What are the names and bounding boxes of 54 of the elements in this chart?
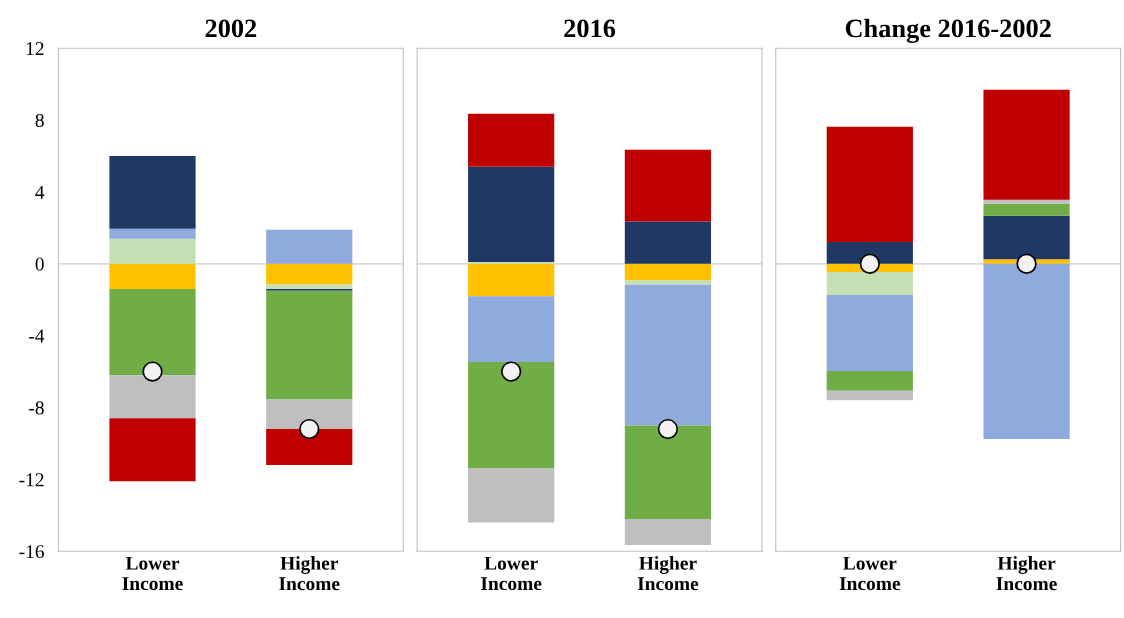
chart-title: 2002 xyxy=(205,19,257,38)
bar xyxy=(468,296,555,362)
y-tick-label: -12 xyxy=(19,473,44,487)
chart-title: Change 2016-2002 xyxy=(845,18,1051,43)
bar xyxy=(983,89,1070,200)
x-tick-label: Higher Income xyxy=(279,556,340,591)
bar xyxy=(266,399,353,430)
bar xyxy=(468,468,555,523)
bar xyxy=(983,263,1070,439)
y-tick-label: 4 xyxy=(35,185,45,199)
bar xyxy=(468,113,555,167)
y-tick-label: 0 xyxy=(35,257,44,271)
bar xyxy=(109,263,196,289)
y-tick-label: 12 xyxy=(26,42,44,55)
bar xyxy=(983,199,1070,204)
bar xyxy=(266,263,353,285)
y-tick-label: -4 xyxy=(29,329,45,343)
y-tick-label: 8 xyxy=(35,113,44,128)
bar xyxy=(468,166,555,262)
x-tick-label: Higher Income xyxy=(996,556,1057,591)
y-tick-label: -16 xyxy=(19,545,44,559)
bar xyxy=(266,429,353,466)
bar xyxy=(826,271,913,295)
bar xyxy=(109,288,196,376)
bar xyxy=(624,279,712,285)
bar xyxy=(109,238,196,264)
bar xyxy=(468,361,555,469)
bar xyxy=(266,284,353,289)
bar xyxy=(266,290,353,400)
bar xyxy=(826,370,913,391)
x-tick-label: Lower Income xyxy=(481,556,542,591)
bar xyxy=(109,418,196,482)
bar xyxy=(624,263,712,280)
x-tick-label: Lower Income xyxy=(122,556,183,591)
bar xyxy=(826,294,913,371)
bar xyxy=(624,284,712,426)
bar xyxy=(109,375,196,419)
bar xyxy=(826,126,913,242)
x-tick-label: Higher Income xyxy=(637,556,699,591)
bar xyxy=(826,390,913,401)
bar xyxy=(624,425,712,519)
bar xyxy=(983,203,1070,216)
bar xyxy=(624,149,712,222)
bar xyxy=(468,263,555,297)
bar xyxy=(624,518,712,545)
y-tick-label: -8 xyxy=(29,401,44,415)
chart-title: 2016 xyxy=(564,19,616,38)
bar xyxy=(624,221,712,264)
bar xyxy=(826,241,913,264)
bar xyxy=(109,156,196,229)
bar xyxy=(109,228,196,239)
bar xyxy=(983,215,1070,260)
x-tick-label: Lower Income xyxy=(839,556,901,591)
bar xyxy=(266,229,353,264)
